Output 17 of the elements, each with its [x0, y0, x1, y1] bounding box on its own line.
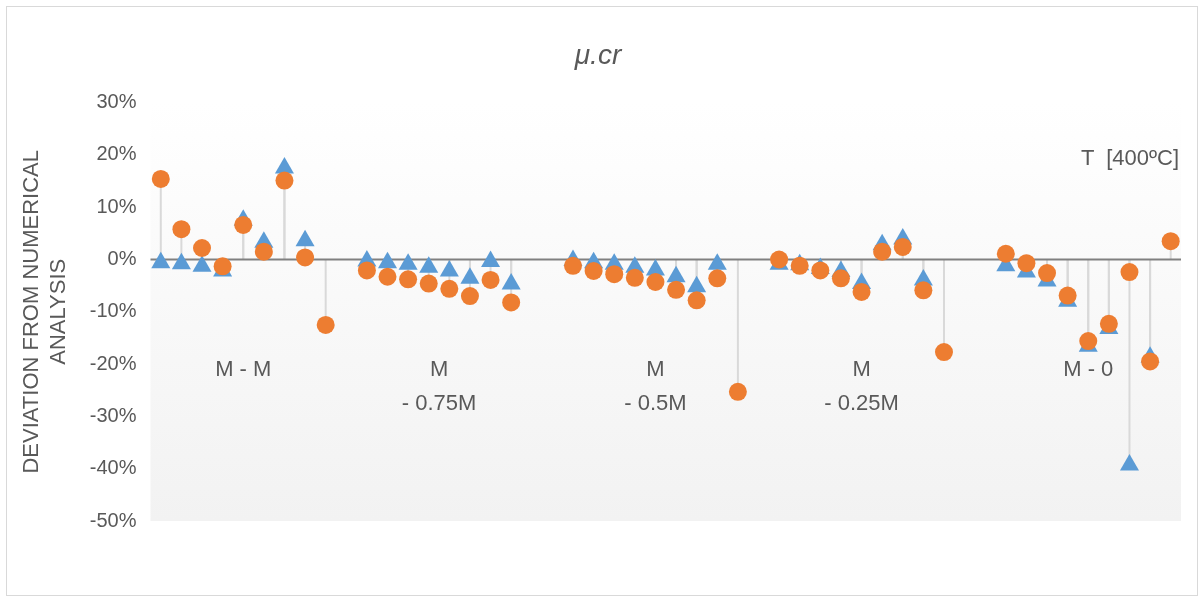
y-tick-label: -40% — [89, 456, 137, 479]
annotation: M - M — [215, 356, 272, 382]
y-tick-label: 10% — [96, 194, 137, 217]
y-tick-label: 0% — [107, 247, 137, 270]
annotation: M - 0.75M — [401, 356, 477, 416]
y-tick-label: 20% — [96, 142, 137, 165]
y-tick-label: -20% — [89, 351, 137, 374]
annotation: M - 0.25M — [824, 356, 899, 416]
y-tick-label: -10% — [89, 299, 137, 322]
annotation: M - 0.5M — [624, 356, 687, 416]
y-tick-label: -50% — [89, 508, 137, 531]
annotation: T [400ºC] — [1080, 144, 1179, 170]
y-tick-label: -30% — [89, 403, 137, 426]
y-axis-title: DEVIATION FROM NUMERICAL ANALYSIS — [18, 150, 70, 474]
annotation: M - 0 — [1063, 356, 1114, 382]
chart-title: μ.cr — [573, 38, 623, 70]
y-tick-label: 30% — [96, 90, 137, 113]
